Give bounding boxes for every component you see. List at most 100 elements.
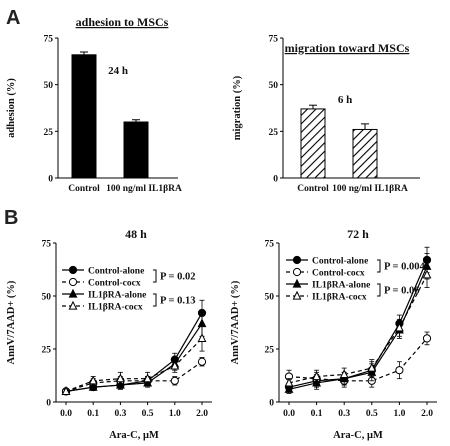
bar bbox=[352, 128, 378, 179]
legend-swatch-marker bbox=[292, 267, 302, 277]
legend-label: Control-cocx bbox=[312, 269, 365, 279]
time-annotation: 24 h bbox=[108, 65, 128, 77]
p-value-label: P = 0.02 bbox=[160, 272, 195, 283]
legend-label: IL1βRA-cocx bbox=[312, 293, 367, 303]
legend-label: IL1βRA-cocx bbox=[88, 303, 143, 313]
bar bbox=[300, 108, 326, 179]
chart-title: adhesion to MSCs bbox=[76, 15, 169, 29]
x-tick-label: 2.0 bbox=[196, 409, 208, 419]
legend-swatch-marker bbox=[292, 255, 302, 265]
x-axis-label: Ara-C, μM bbox=[333, 430, 383, 441]
legend-swatch-marker bbox=[68, 288, 78, 298]
legend-label: Control-alone bbox=[88, 267, 144, 277]
y-tick-label: 0 bbox=[46, 399, 51, 409]
y-tick-label: 25 bbox=[44, 128, 54, 138]
legend-swatch-marker bbox=[292, 290, 302, 300]
p-value-label: P = 0.004 bbox=[384, 262, 425, 273]
chart-adhesion: 0 25 50 75 adhesion (%) adhesion to MSCs 24 h C… bbox=[6, 15, 182, 194]
legend-swatch-marker bbox=[292, 278, 302, 288]
legend-swatch-marker bbox=[68, 300, 78, 310]
panel-label-b: B bbox=[4, 207, 18, 229]
data-point bbox=[197, 333, 207, 342]
panel-label-a: A bbox=[6, 7, 20, 29]
p-value-bracket bbox=[153, 293, 157, 307]
chart-migration: 0 25 50 75 migration (%) migration toward MSC… bbox=[232, 35, 420, 194]
p-value-label: P = 0.06 bbox=[384, 286, 419, 297]
data-point bbox=[395, 366, 404, 375]
legend: Control-alone Control-cocx IL1βRA-alone IL1… bbox=[286, 255, 425, 303]
legend-swatch-marker bbox=[68, 265, 78, 275]
y-axis-label: AnnV/7AAD+ (%) bbox=[230, 280, 241, 364]
legend-label: Control-alone bbox=[312, 257, 368, 267]
x-tick-label: 0.3 bbox=[114, 409, 126, 419]
data-point bbox=[61, 386, 71, 395]
series-line bbox=[65, 337, 203, 392]
x-tick-label: 0.0 bbox=[283, 409, 295, 419]
data-point bbox=[88, 381, 98, 391]
y-tick-label: 75 bbox=[42, 240, 52, 250]
y-tick-label: 50 bbox=[265, 293, 275, 303]
x-axis-label: Ara-C, μM bbox=[109, 430, 159, 441]
x-tick-label: 0.5 bbox=[142, 409, 154, 419]
x-tick-label: 0.0 bbox=[60, 409, 72, 419]
p-value-label: P = 0.13 bbox=[160, 296, 195, 307]
series-line bbox=[288, 274, 428, 384]
legend: Control-alone Control-cocx IL1βRA-alone IL1… bbox=[62, 265, 195, 313]
data-point bbox=[339, 369, 349, 379]
legend-swatch-marker bbox=[68, 277, 78, 287]
time-annotation: 6 h bbox=[338, 94, 352, 106]
y-tick-label: 25 bbox=[42, 346, 52, 356]
chart-title: migration toward MSCs bbox=[285, 41, 410, 55]
y-tick-label: 0 bbox=[48, 175, 53, 185]
x-tick-label: 1.0 bbox=[169, 409, 181, 419]
series-line bbox=[65, 323, 203, 392]
data-point bbox=[422, 269, 432, 279]
y-tick-label: 50 bbox=[269, 81, 279, 91]
series-line bbox=[65, 361, 203, 392]
legend-label: IL1βRA-alone bbox=[88, 291, 146, 301]
p-value-bracket bbox=[377, 259, 381, 273]
y-tick-label: 50 bbox=[42, 293, 52, 303]
series-line bbox=[65, 312, 203, 392]
x-category-label: 100 ng/ml IL1βRA bbox=[106, 184, 182, 194]
bar bbox=[123, 121, 149, 179]
y-tick-label: 0 bbox=[273, 175, 278, 185]
x-tick-label: 0.1 bbox=[311, 409, 323, 419]
data-point bbox=[284, 384, 294, 393]
x-tick-label: 0.3 bbox=[338, 409, 350, 419]
data-point bbox=[394, 322, 404, 332]
chart-48h: 0 25 50 75 AnnV/7AAD+ (%) 0.0 0.1 0.3 0.5 1.0 2.0 A… bbox=[6, 227, 212, 441]
data-point bbox=[312, 371, 322, 381]
y-tick-label: 25 bbox=[265, 346, 275, 356]
p-value-bracket bbox=[377, 283, 381, 297]
x-category-label: Control bbox=[297, 184, 329, 194]
chart-title: 72 h bbox=[347, 227, 369, 241]
y-tick-label: 75 bbox=[269, 35, 279, 45]
x-tick-label: 0.5 bbox=[366, 409, 378, 419]
legend-label: IL1βRA-alone bbox=[312, 281, 370, 291]
series-line bbox=[288, 338, 428, 382]
y-tick-label: 75 bbox=[265, 240, 275, 250]
y-axis-label: migration (%) bbox=[232, 75, 243, 140]
p-value-bracket bbox=[153, 269, 157, 283]
chart-72h: 0 25 50 75 AnnV/7AAD+ (%) 0.0 0.1 0.3 0.5 1.0 2.0 A… bbox=[230, 227, 437, 441]
y-tick-label: 75 bbox=[44, 35, 54, 45]
x-tick-label: 0.1 bbox=[87, 409, 99, 419]
x-category-label: Control bbox=[68, 184, 100, 194]
data-point bbox=[367, 362, 377, 372]
data-point bbox=[170, 376, 179, 385]
data-point bbox=[197, 357, 207, 366]
data-point bbox=[88, 375, 98, 385]
y-tick-label: 50 bbox=[44, 81, 54, 91]
data-point bbox=[422, 334, 432, 343]
x-tick-label: 2.0 bbox=[421, 409, 433, 419]
chart-title: 48 h bbox=[125, 227, 147, 241]
data-point bbox=[115, 373, 125, 383]
y-tick-label: 0 bbox=[269, 399, 274, 409]
data-point bbox=[170, 360, 180, 370]
legend-label: Control-cocx bbox=[88, 279, 141, 289]
y-axis-label: AnnV/7AAD+ (%) bbox=[6, 280, 17, 364]
y-tick-label: 25 bbox=[269, 128, 279, 138]
data-point bbox=[143, 373, 153, 383]
